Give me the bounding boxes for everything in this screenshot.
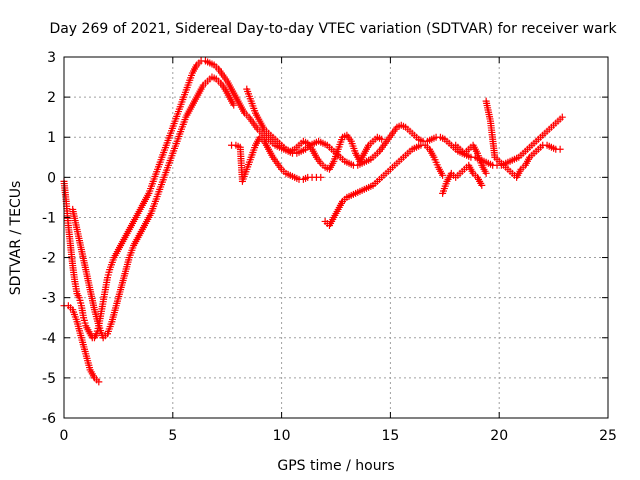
x-tick-label: 10 bbox=[273, 428, 291, 444]
y-tick-label: -1 bbox=[42, 210, 56, 226]
axis-ticks: 0 5 10 15 20 25 -6 -5 -4 -3 -2 -1 0 1 2 3 bbox=[42, 50, 617, 444]
chart-title: Day 269 of 2021, Sidereal Day-to-day VTE… bbox=[49, 21, 617, 37]
y-tick-label: -6 bbox=[42, 411, 56, 427]
data-point bbox=[378, 135, 386, 143]
data-point bbox=[317, 173, 325, 181]
data-point bbox=[95, 378, 103, 386]
y-tick-label: -3 bbox=[42, 291, 56, 307]
y-tick-label: 3 bbox=[47, 50, 56, 66]
x-tick-label: 0 bbox=[60, 428, 69, 444]
data-points bbox=[60, 57, 566, 386]
series-1 bbox=[60, 302, 103, 386]
y-tick-label: -2 bbox=[42, 251, 56, 267]
data-point bbox=[439, 171, 447, 179]
y-tick-label: -4 bbox=[42, 331, 56, 347]
y-axis-label: SDTVAR / TECUs bbox=[8, 181, 24, 296]
y-tick-label: -5 bbox=[42, 371, 56, 387]
plot-frame bbox=[63, 56, 609, 419]
y-tick-label: 2 bbox=[47, 90, 56, 106]
series-6 bbox=[439, 97, 564, 197]
y-tick-label: 1 bbox=[47, 130, 56, 146]
gridlines bbox=[64, 57, 608, 418]
series-2 bbox=[69, 73, 238, 342]
x-axis-label: GPS time / hours bbox=[277, 458, 394, 474]
data-point bbox=[478, 181, 486, 189]
data-point bbox=[482, 169, 490, 177]
data-point bbox=[558, 113, 566, 121]
series-3 bbox=[228, 133, 447, 229]
x-tick-label: 20 bbox=[490, 428, 508, 444]
series-0 bbox=[60, 57, 566, 342]
series-7 bbox=[452, 141, 490, 177]
y-tick-label: 0 bbox=[47, 170, 56, 186]
data-point bbox=[230, 101, 238, 109]
x-tick-label: 25 bbox=[599, 428, 617, 444]
x-tick-label: 5 bbox=[168, 428, 177, 444]
x-tick-label: 15 bbox=[381, 428, 399, 444]
series-4 bbox=[243, 85, 364, 173]
data-point bbox=[556, 145, 564, 153]
series-5 bbox=[356, 133, 386, 165]
